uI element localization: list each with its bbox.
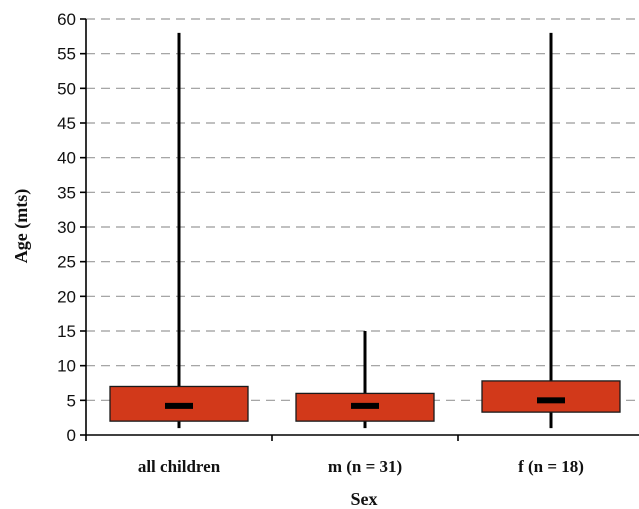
x-axis-title: Sex: [351, 489, 378, 509]
x-tick-label-2: f (n = 18): [518, 457, 584, 476]
axes: [85, 19, 639, 436]
boxes: [109, 32, 621, 429]
y-tick-label-15: 15: [57, 322, 76, 341]
y-tick-label-35: 35: [57, 183, 76, 202]
y-axis-ticks: 0 5 10 15 20 25 30 35 40 45 50 55 60: [57, 10, 86, 445]
box-2-iqr: [481, 380, 621, 413]
y-tick-label-0: 0: [67, 426, 76, 445]
x-axis-ticks: all children m (n = 31) f (n = 18): [85, 435, 584, 476]
x-tick-label-0: all children: [138, 457, 221, 476]
gridlines: [86, 18, 639, 401]
x-tick-label-1: m (n = 31): [328, 457, 402, 476]
y-tick-label-20: 20: [57, 287, 76, 306]
y-tick-label-10: 10: [57, 357, 76, 376]
box-0-median: [165, 402, 193, 409]
box-2-median: [537, 397, 565, 404]
y-tick-label-5: 5: [67, 391, 76, 410]
box-1-median: [351, 402, 379, 409]
y-tick-label-30: 30: [57, 218, 76, 237]
y-tick-label-45: 45: [57, 114, 76, 133]
y-tick-label-40: 40: [57, 149, 76, 168]
y-tick-label-50: 50: [57, 79, 76, 98]
y-tick-label-25: 25: [57, 253, 76, 272]
y-tick-label-55: 55: [57, 45, 76, 64]
y-axis-title: Age (mts): [11, 189, 32, 263]
y-tick-label-60: 60: [57, 10, 76, 29]
